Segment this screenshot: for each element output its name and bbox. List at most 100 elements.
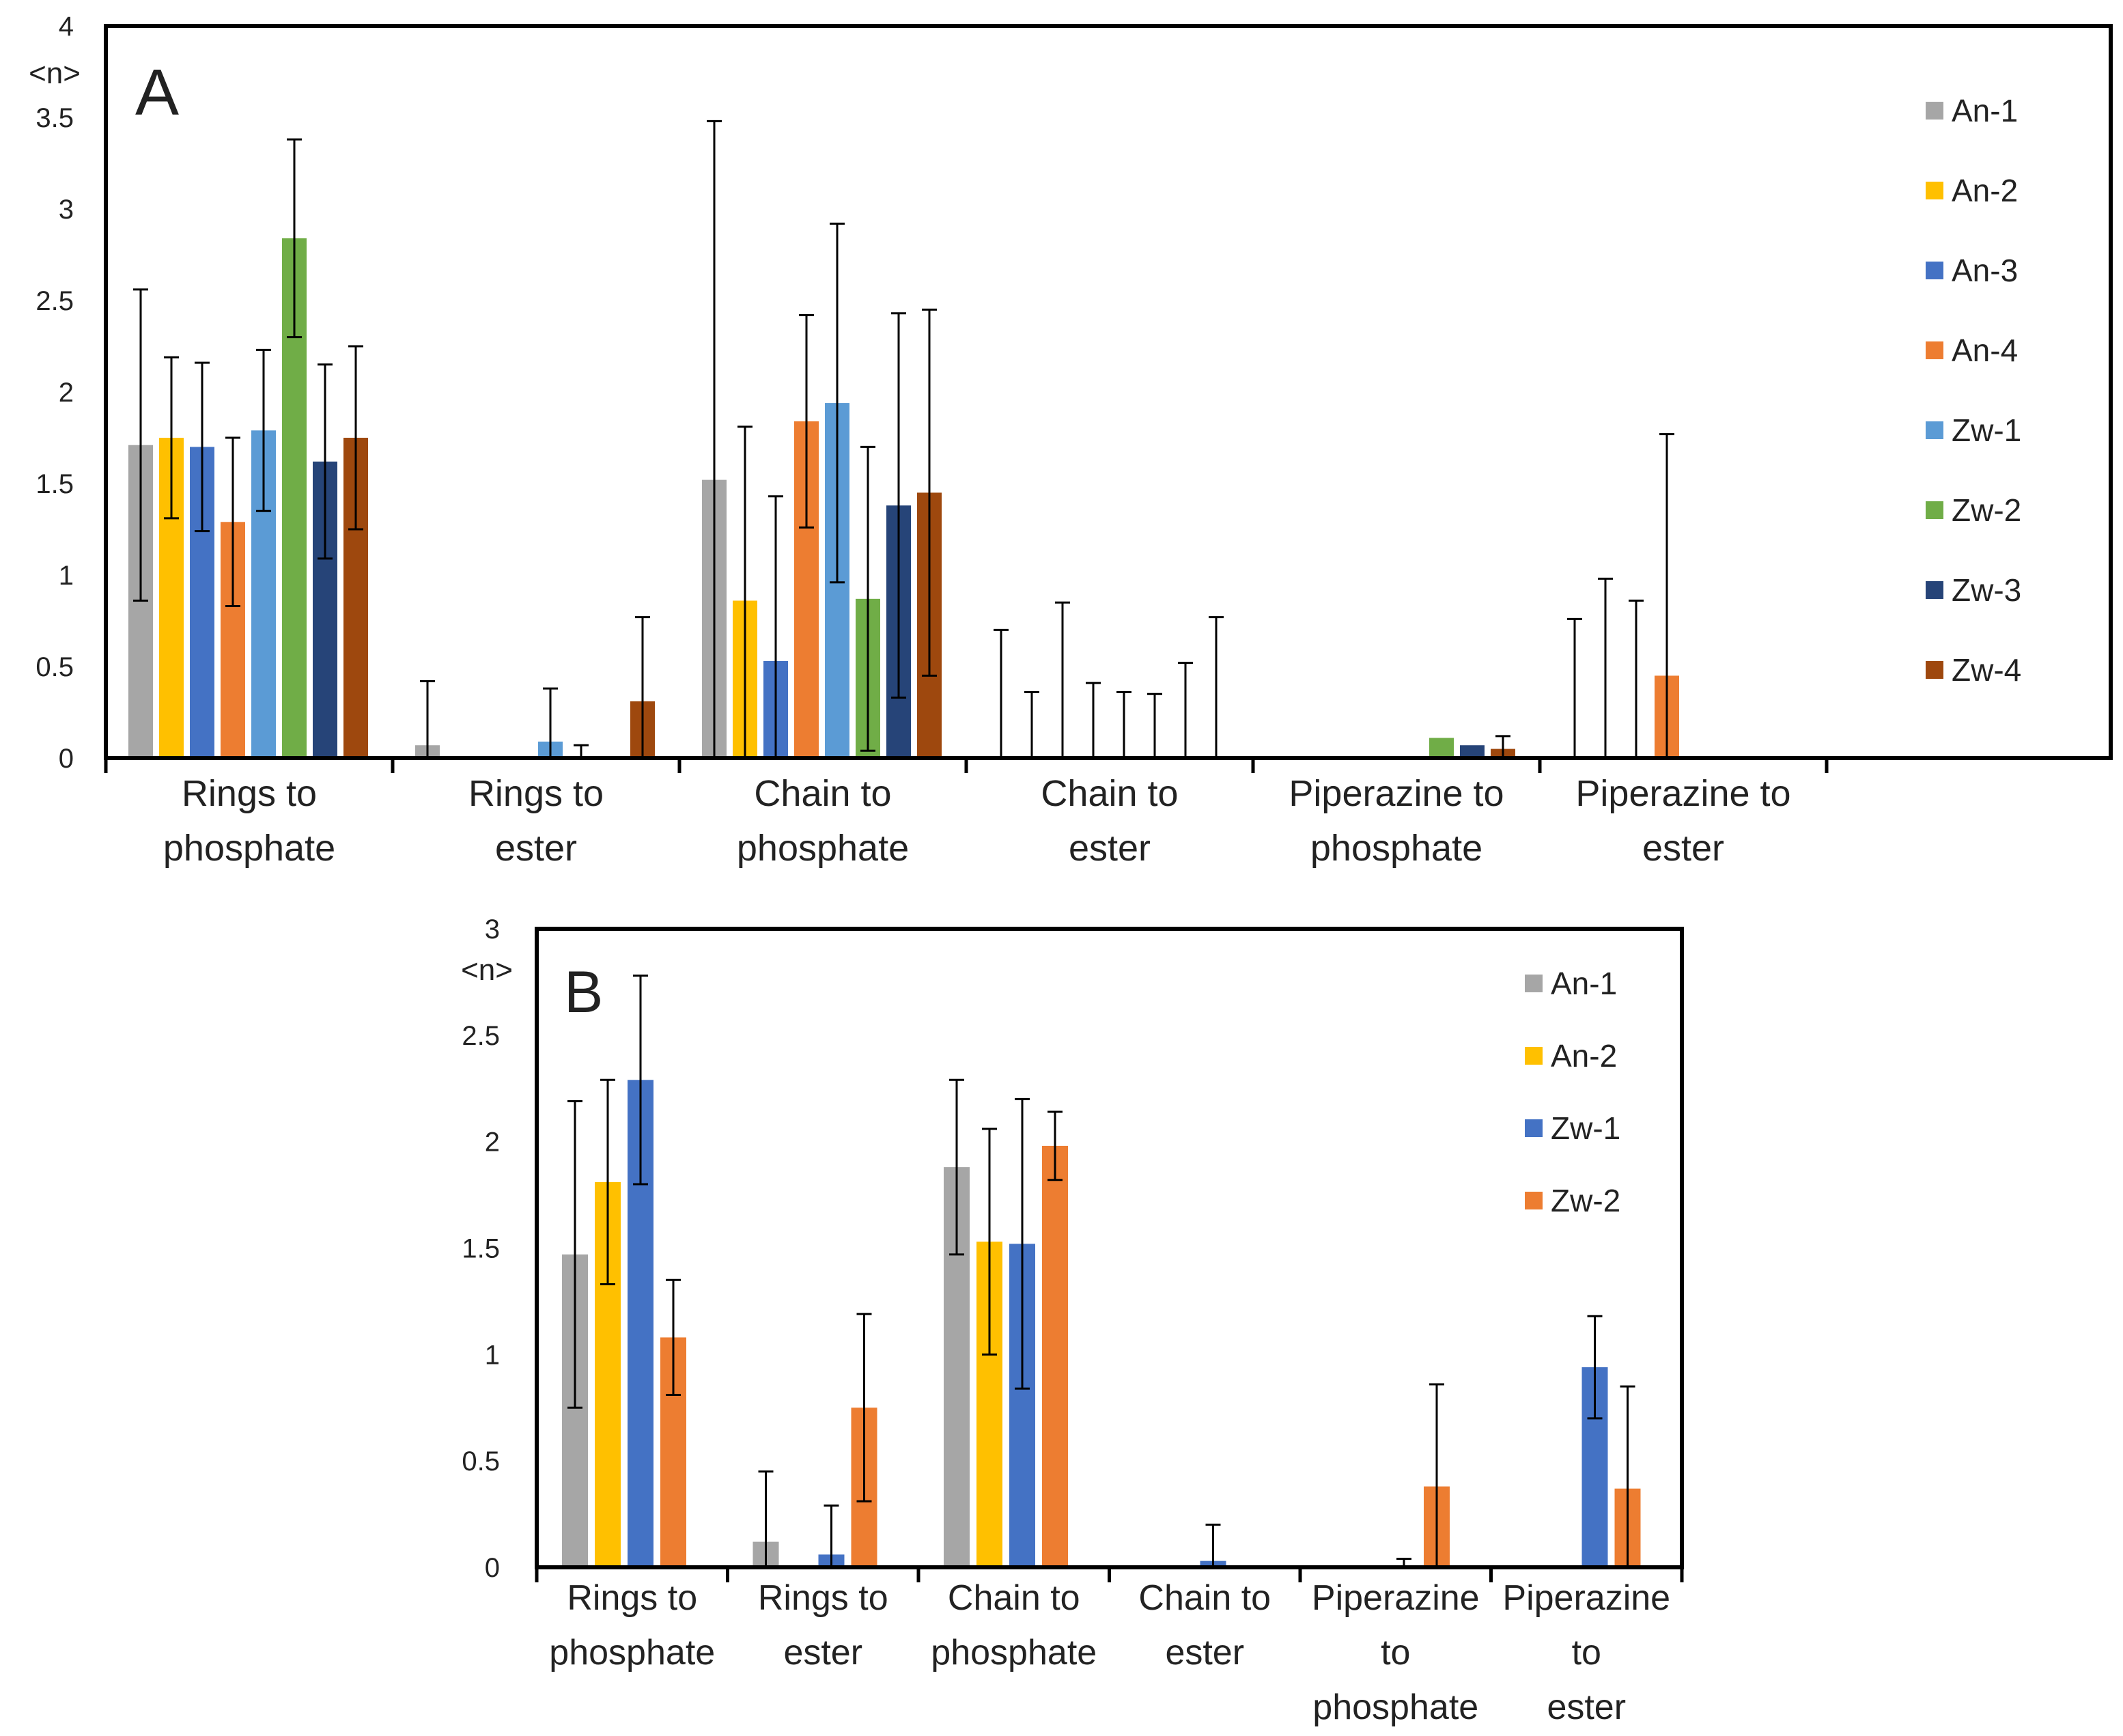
chart-a-legend-swatch [1926, 341, 1943, 359]
chart-a-error-bar [1629, 600, 1644, 758]
chart-b-error-bar [567, 1100, 582, 1409]
chart-a-error-bar [1024, 691, 1039, 758]
chart-b-category-label: Rings to [758, 1578, 888, 1618]
chart-a-error-bar [574, 744, 589, 758]
chart-b-category-label: Chain to [948, 1578, 1080, 1618]
chart-b-error-bar [856, 1313, 872, 1502]
chart-a-error-bar [1567, 617, 1582, 758]
chart-a-error-bar [891, 312, 906, 699]
chart-a-error-bar [256, 348, 271, 512]
chart-a-legend-label: An-4 [1952, 333, 2018, 368]
chart-a-error-bar [287, 138, 302, 339]
chart-a-error-bar [1147, 692, 1162, 758]
chart-a-category-label: Rings to [468, 773, 604, 814]
chart-a-bar-zw-2 [1429, 738, 1454, 758]
chart-a-legend-label: Zw-1 [1952, 412, 2021, 448]
chart-a-legend-swatch [1926, 661, 1943, 679]
chart-b-category-label: Piperazine [1502, 1578, 1670, 1618]
chart-b-ylabel: <n> [461, 953, 513, 987]
chart-a-error-bar [225, 436, 240, 608]
chart-b-category-label: Piperazine [1312, 1578, 1480, 1618]
chart-a-error-bar [860, 445, 875, 752]
chart-b-error-bar [949, 1078, 964, 1256]
chart-b-panel-label: B [564, 960, 603, 1025]
chart-a-category-label: ester [1642, 828, 1724, 869]
chart-b-error-bar [600, 1078, 615, 1285]
chart-b-category-label: to [1381, 1633, 1410, 1672]
chart-a-error-bar [420, 680, 435, 758]
chart-a-error-bar [799, 313, 814, 529]
chart-a-error-bar [318, 363, 333, 560]
chart-a-category-label: Chain to [754, 773, 891, 814]
chart-a-error-bar [768, 495, 783, 758]
chart-b-legend-label: An-1 [1551, 966, 1617, 1001]
chart-a-plot-frame [104, 24, 2113, 760]
chart-b-error-bar [1048, 1110, 1063, 1181]
chart-a-category-label: phosphate [737, 828, 909, 869]
chart-a-legend-swatch [1926, 581, 1943, 599]
chart-a-ytick-label: 3 [59, 195, 74, 225]
chart-a-category-label: phosphate [163, 828, 335, 869]
chart-a-error-bar [543, 687, 558, 758]
chart-b-legend-swatch [1525, 1192, 1543, 1209]
chart-a-error-bar [635, 616, 650, 758]
chart-a-ytick-label: 4 [59, 12, 74, 42]
chart-a-ytick-label: 2 [59, 378, 74, 408]
chart-b-category-label: ester [783, 1633, 862, 1672]
chart-a-ytick-label: 2.5 [36, 286, 74, 316]
chart-a-category-label: Piperazine to [1289, 773, 1504, 814]
chart-b-ytick-label: 1.5 [462, 1234, 500, 1264]
chart-a-legend-label: An-2 [1952, 173, 2018, 208]
chart-a-error-bar [1055, 601, 1070, 758]
chart-a-legend-swatch [1926, 102, 1943, 120]
chart-a-error-bar [1116, 691, 1131, 758]
chart-a-ytick-label: 0.5 [36, 652, 74, 682]
chart-b-category-label: Chain to [1138, 1578, 1271, 1618]
chart-a-ytick-label: 1 [59, 561, 74, 591]
chart-b-legend-swatch [1525, 975, 1543, 992]
chart-b-error-bar [1587, 1315, 1603, 1420]
chart-b-category-label: ester [1165, 1633, 1244, 1672]
chart-a-legend-label: Zw-2 [1952, 492, 2021, 528]
chart-b-legend-swatch [1525, 1119, 1543, 1137]
chart-b-legend-label: Zw-2 [1551, 1183, 1620, 1218]
chart-a-legend-swatch [1926, 182, 1943, 199]
chart-b-ytick-label: 1 [485, 1340, 500, 1370]
chart-a-category-label: Rings to [182, 773, 317, 814]
chart-a-error-bar [1209, 616, 1224, 758]
chart-a-ytick-label: 0 [59, 744, 74, 774]
chart-b-ytick-label: 0.5 [462, 1446, 500, 1476]
chart-a-category-label: ester [1069, 828, 1151, 869]
chart-b-error-bar [982, 1128, 997, 1356]
chart-a-error-bar [348, 345, 363, 531]
chart-a-error-bar [195, 361, 210, 533]
chart-b-ytick-label: 3 [485, 914, 500, 944]
chart-a-ytick-label: 3.5 [36, 103, 74, 133]
chart-b-error-bar [1015, 1097, 1030, 1390]
chart-b-legend-label: An-2 [1551, 1038, 1617, 1074]
chart-a-legend-swatch [1926, 501, 1943, 519]
chart-b-category-label: ester [1547, 1688, 1626, 1727]
chart-a-error-bar [737, 425, 753, 758]
chart-a-error-bar [994, 628, 1009, 758]
chart-a-error-bar [1659, 433, 1674, 758]
chart-a-error-bar [164, 356, 179, 520]
chart-b: 0 0.5 1 1.5 2 2.5 3 <n> Rings to phosphate Rings t… [461, 914, 1684, 1727]
chart-b-legend-swatch [1525, 1047, 1543, 1065]
chart-b-category-label: phosphate [549, 1633, 715, 1672]
chart-a-error-bar [1086, 682, 1101, 758]
chart-a: 0 0.5 1 1.5 2 2.5 3 3.5 4 <n> Rings to phosphate Rin… [29, 12, 2113, 869]
chart-a-category-label: Piperazine to [1575, 773, 1790, 814]
chart-b-category-label: to [1572, 1633, 1601, 1672]
chart-b-error-bar [666, 1278, 681, 1397]
chart-b-error-bar [633, 975, 648, 1186]
chart-a-ytick-label: 1.5 [36, 469, 74, 499]
chart-a-error-bar [1598, 577, 1613, 758]
chart-a-category-label: ester [495, 828, 577, 869]
chart-b-category-label: phosphate [931, 1633, 1097, 1672]
chart-a-error-bar [707, 120, 722, 758]
chart-a-error-bar [1178, 662, 1193, 758]
chart-a-legend-swatch [1926, 262, 1943, 279]
chart-a-legend-swatch [1926, 421, 1943, 439]
